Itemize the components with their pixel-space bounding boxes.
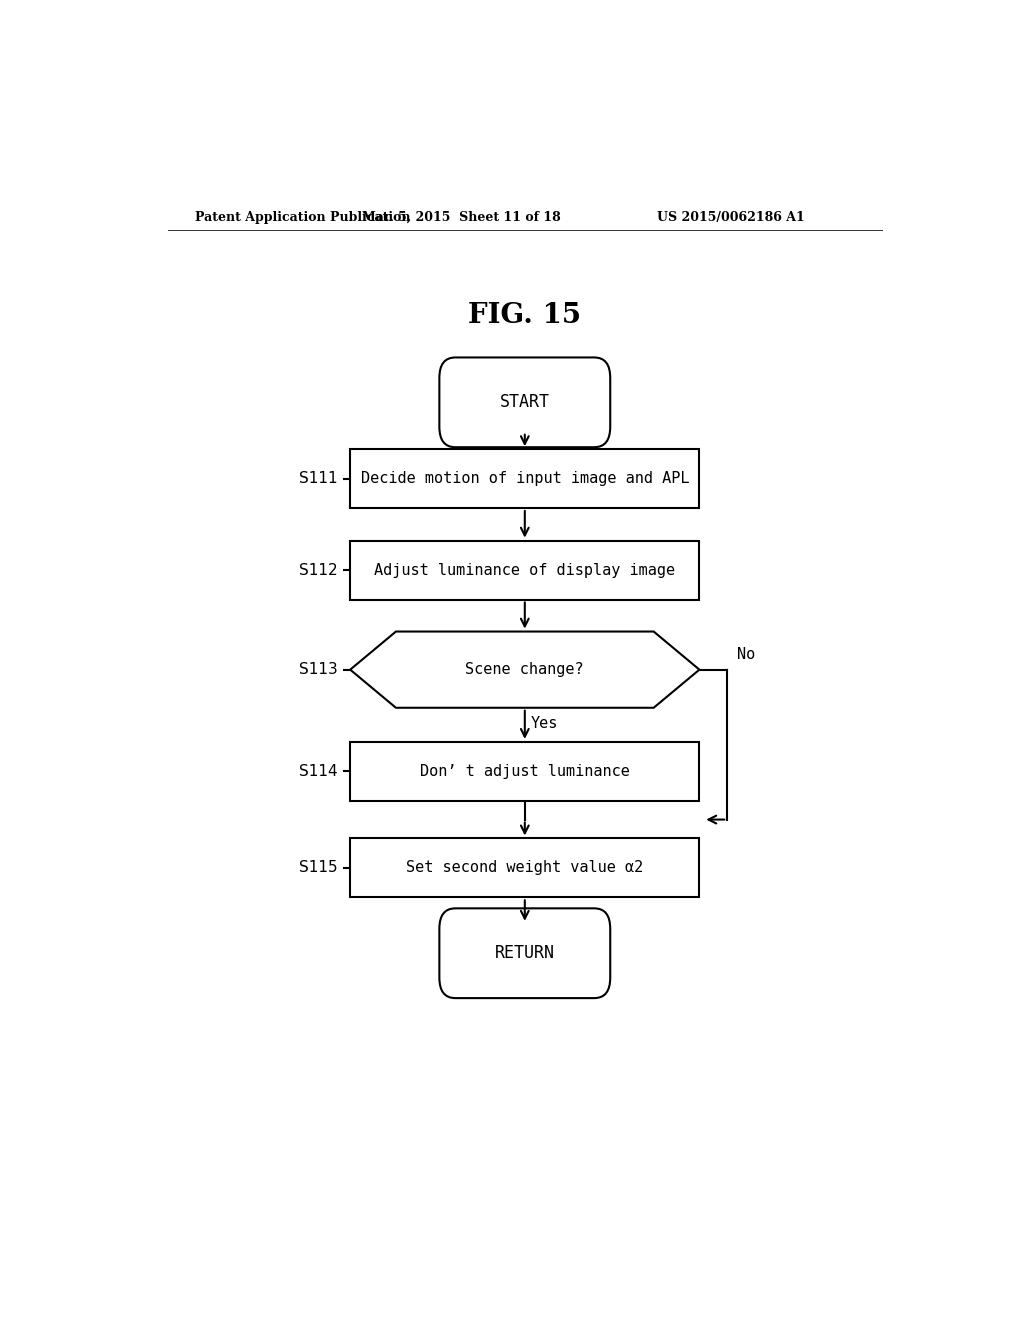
Text: Patent Application Publication: Patent Application Publication (196, 211, 411, 224)
Bar (350, 742, 699, 801)
Text: Scene change?: Scene change? (466, 663, 584, 677)
Text: Adjust luminance of display image: Adjust luminance of display image (374, 562, 676, 578)
FancyBboxPatch shape (439, 358, 610, 447)
Bar (350, 838, 699, 898)
FancyBboxPatch shape (439, 908, 610, 998)
Polygon shape (350, 631, 699, 708)
Text: START: START (500, 393, 550, 412)
Text: S115: S115 (299, 861, 338, 875)
Text: Don’ t adjust luminance: Don’ t adjust luminance (420, 764, 630, 779)
Text: FIG. 15: FIG. 15 (468, 302, 582, 330)
Text: Set second weight value α2: Set second weight value α2 (407, 861, 643, 875)
Text: Decide motion of input image and APL: Decide motion of input image and APL (360, 471, 689, 486)
Bar (350, 449, 699, 508)
Text: S113: S113 (299, 663, 338, 677)
Text: No: No (736, 647, 755, 661)
Bar (350, 541, 699, 599)
Text: Mar. 5, 2015  Sheet 11 of 18: Mar. 5, 2015 Sheet 11 of 18 (361, 211, 561, 224)
Text: Yes: Yes (531, 715, 558, 731)
Text: S111: S111 (299, 471, 338, 486)
Text: RETURN: RETURN (495, 944, 555, 962)
Text: S112: S112 (299, 562, 338, 578)
Text: S114: S114 (299, 764, 338, 779)
Text: US 2015/0062186 A1: US 2015/0062186 A1 (657, 211, 805, 224)
